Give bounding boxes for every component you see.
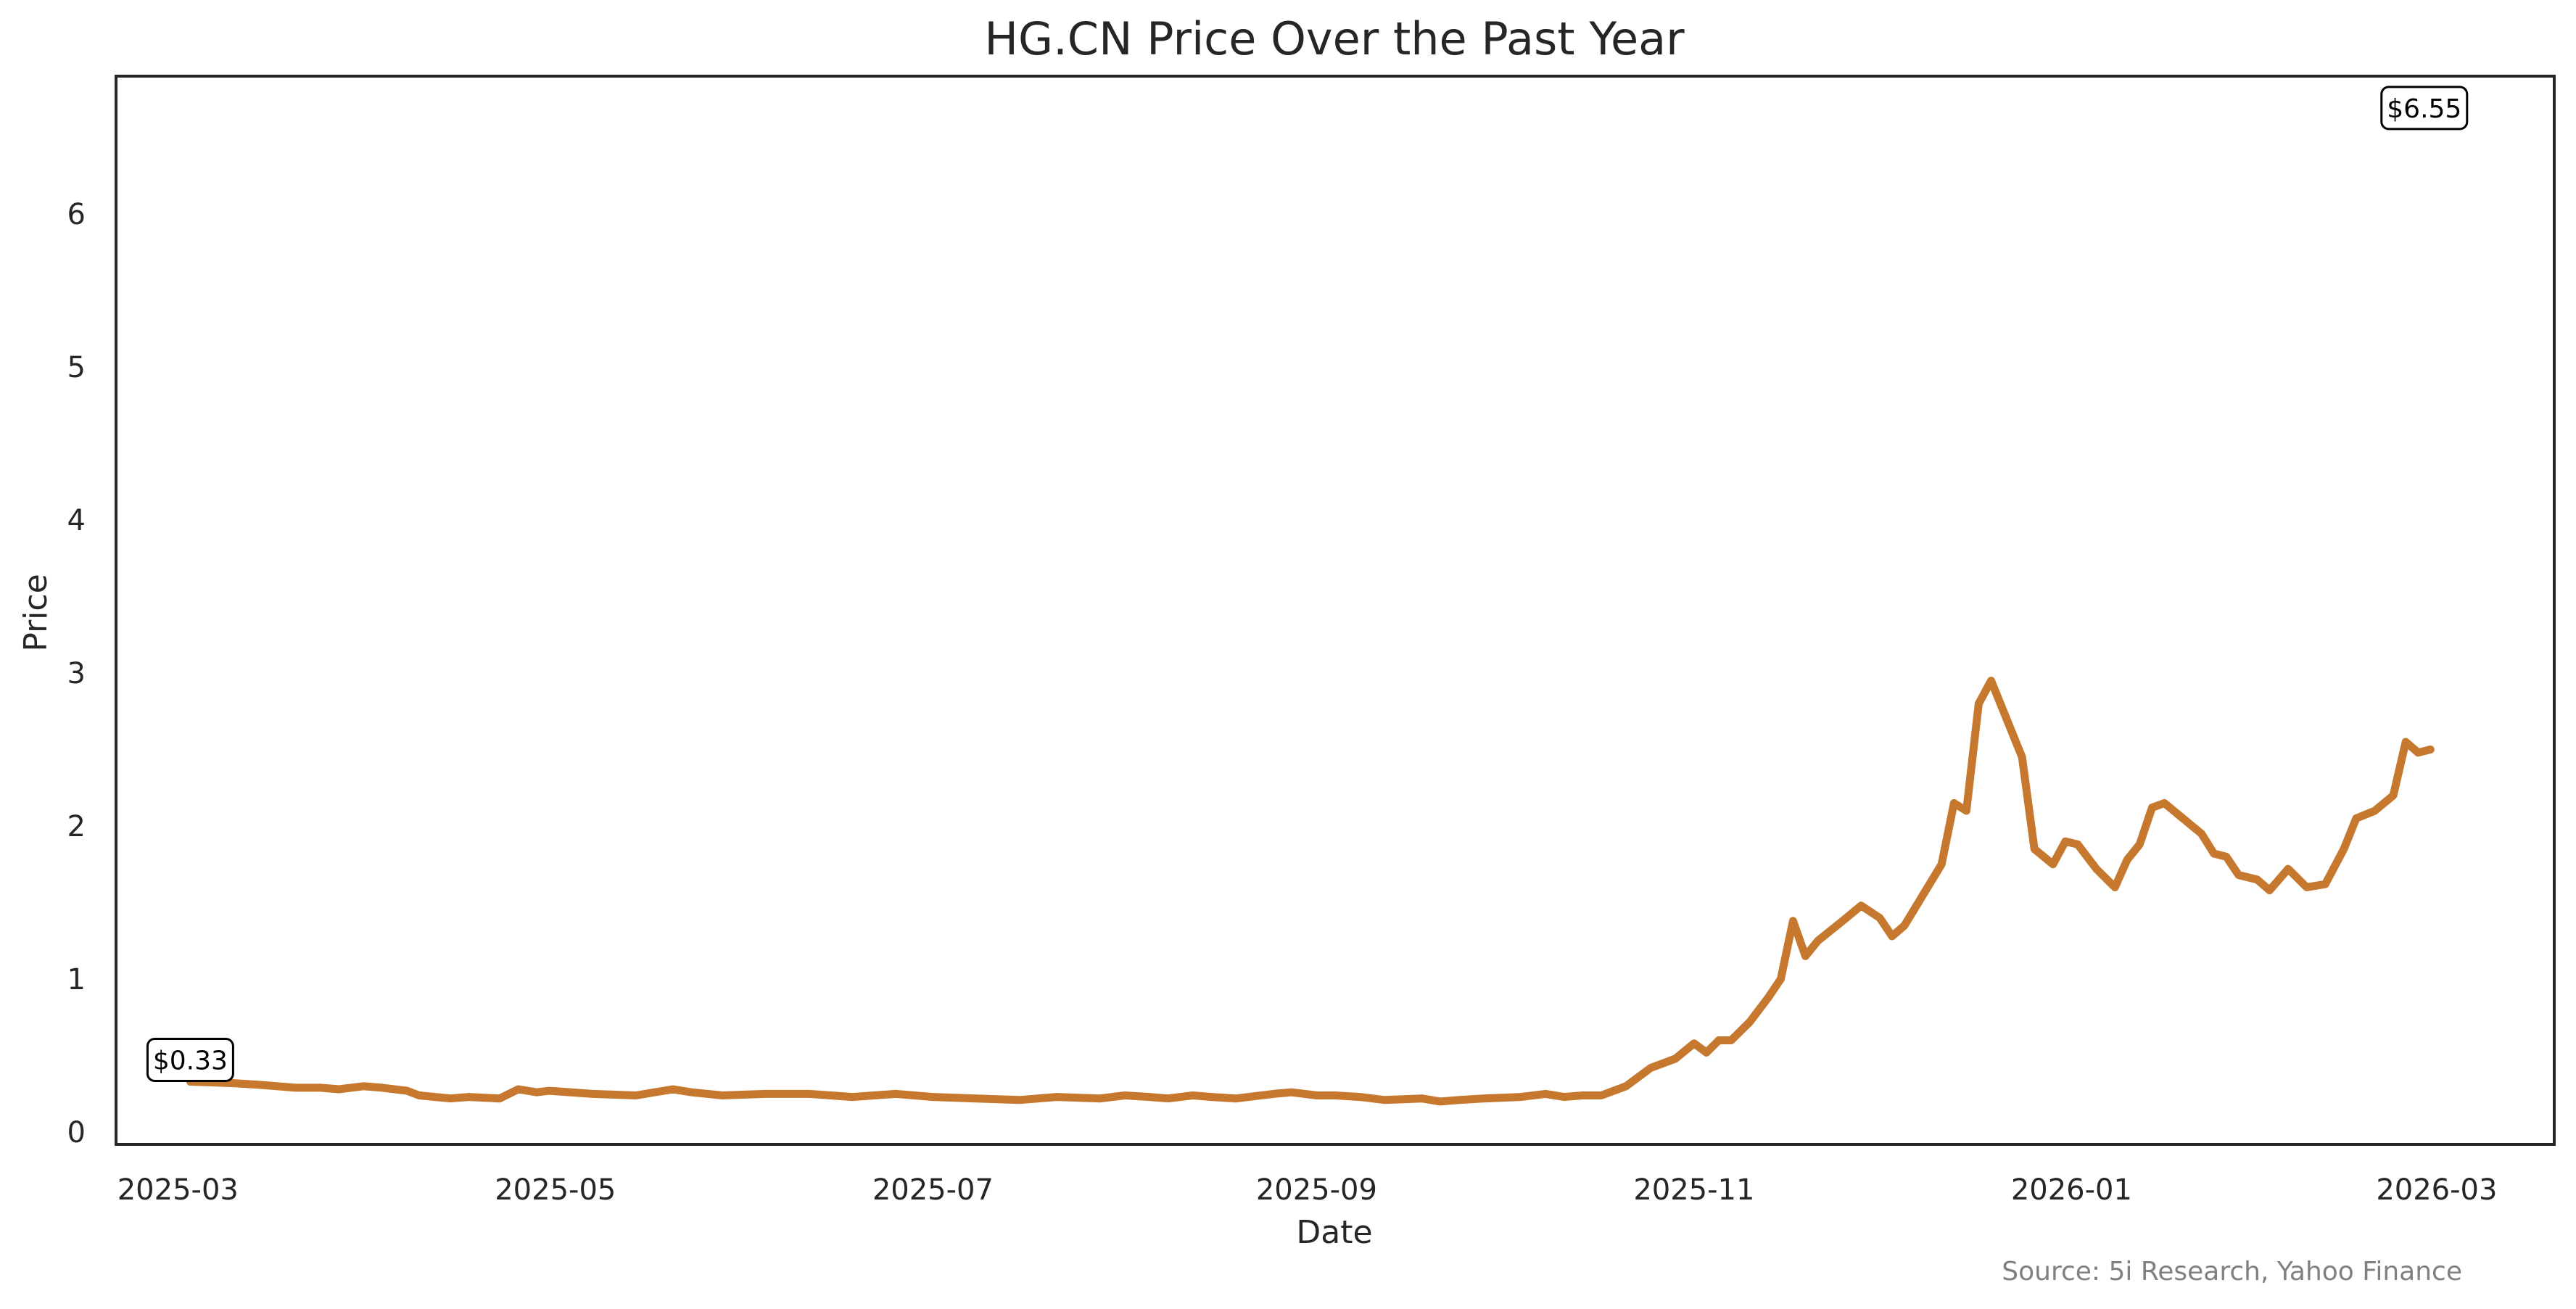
x-tick-label: 2025-09	[1256, 1173, 1377, 1207]
price-annotation: $6.55	[2380, 86, 2469, 131]
price-annotation: $0.33	[146, 1038, 234, 1082]
annotation-box	[2380, 86, 2469, 131]
y-axis-ticks: 0 1 2 3 4 5 6	[67, 198, 86, 1149]
x-tick-label: 2025-11	[1633, 1173, 1754, 1207]
x-tick-label: 2026-01	[2011, 1173, 2132, 1207]
x-tick-label: 2026-03	[2376, 1173, 2497, 1207]
x-tick-label: 2025-03	[117, 1173, 239, 1207]
y-tick-label: 4	[67, 504, 86, 537]
y-axis-title: Price	[17, 574, 54, 651]
y-tick-label: 6	[67, 198, 86, 231]
series-line-hg-cn	[186, 677, 2435, 1106]
x-axis-title: Date	[1296, 1214, 1372, 1251]
x-tick-label: 2025-05	[495, 1173, 616, 1207]
series-group	[186, 677, 2435, 1106]
x-tick-label: 2025-07	[872, 1173, 994, 1207]
x-axis-ticks: 2025-03 2025-05 2025-07 2025-09 2025-11 2026-…	[117, 1173, 2498, 1207]
y-tick-label: 5	[67, 351, 86, 384]
y-tick-label: 1	[67, 963, 86, 996]
y-tick-label: 3	[67, 657, 86, 690]
annotations: $0.33 $6.55	[146, 86, 2469, 1082]
annotation-label: $6.55	[2387, 94, 2461, 124]
plot-frame	[115, 75, 2556, 1146]
chart-title: HG.CN Price Over the Past Year	[984, 12, 1685, 65]
annotation-box	[146, 1038, 234, 1082]
y-tick-label: 0	[67, 1116, 86, 1149]
y-tick-label: 2	[67, 810, 86, 843]
source-note: Source: 5i Research, Yahoo Finance	[2002, 1257, 2462, 1287]
annotation-label: $0.33	[153, 1046, 228, 1076]
